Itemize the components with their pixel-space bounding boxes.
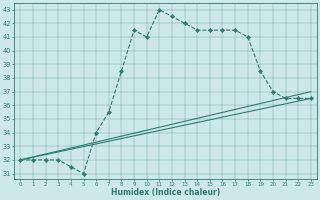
X-axis label: Humidex (Indice chaleur): Humidex (Indice chaleur) <box>111 188 220 197</box>
